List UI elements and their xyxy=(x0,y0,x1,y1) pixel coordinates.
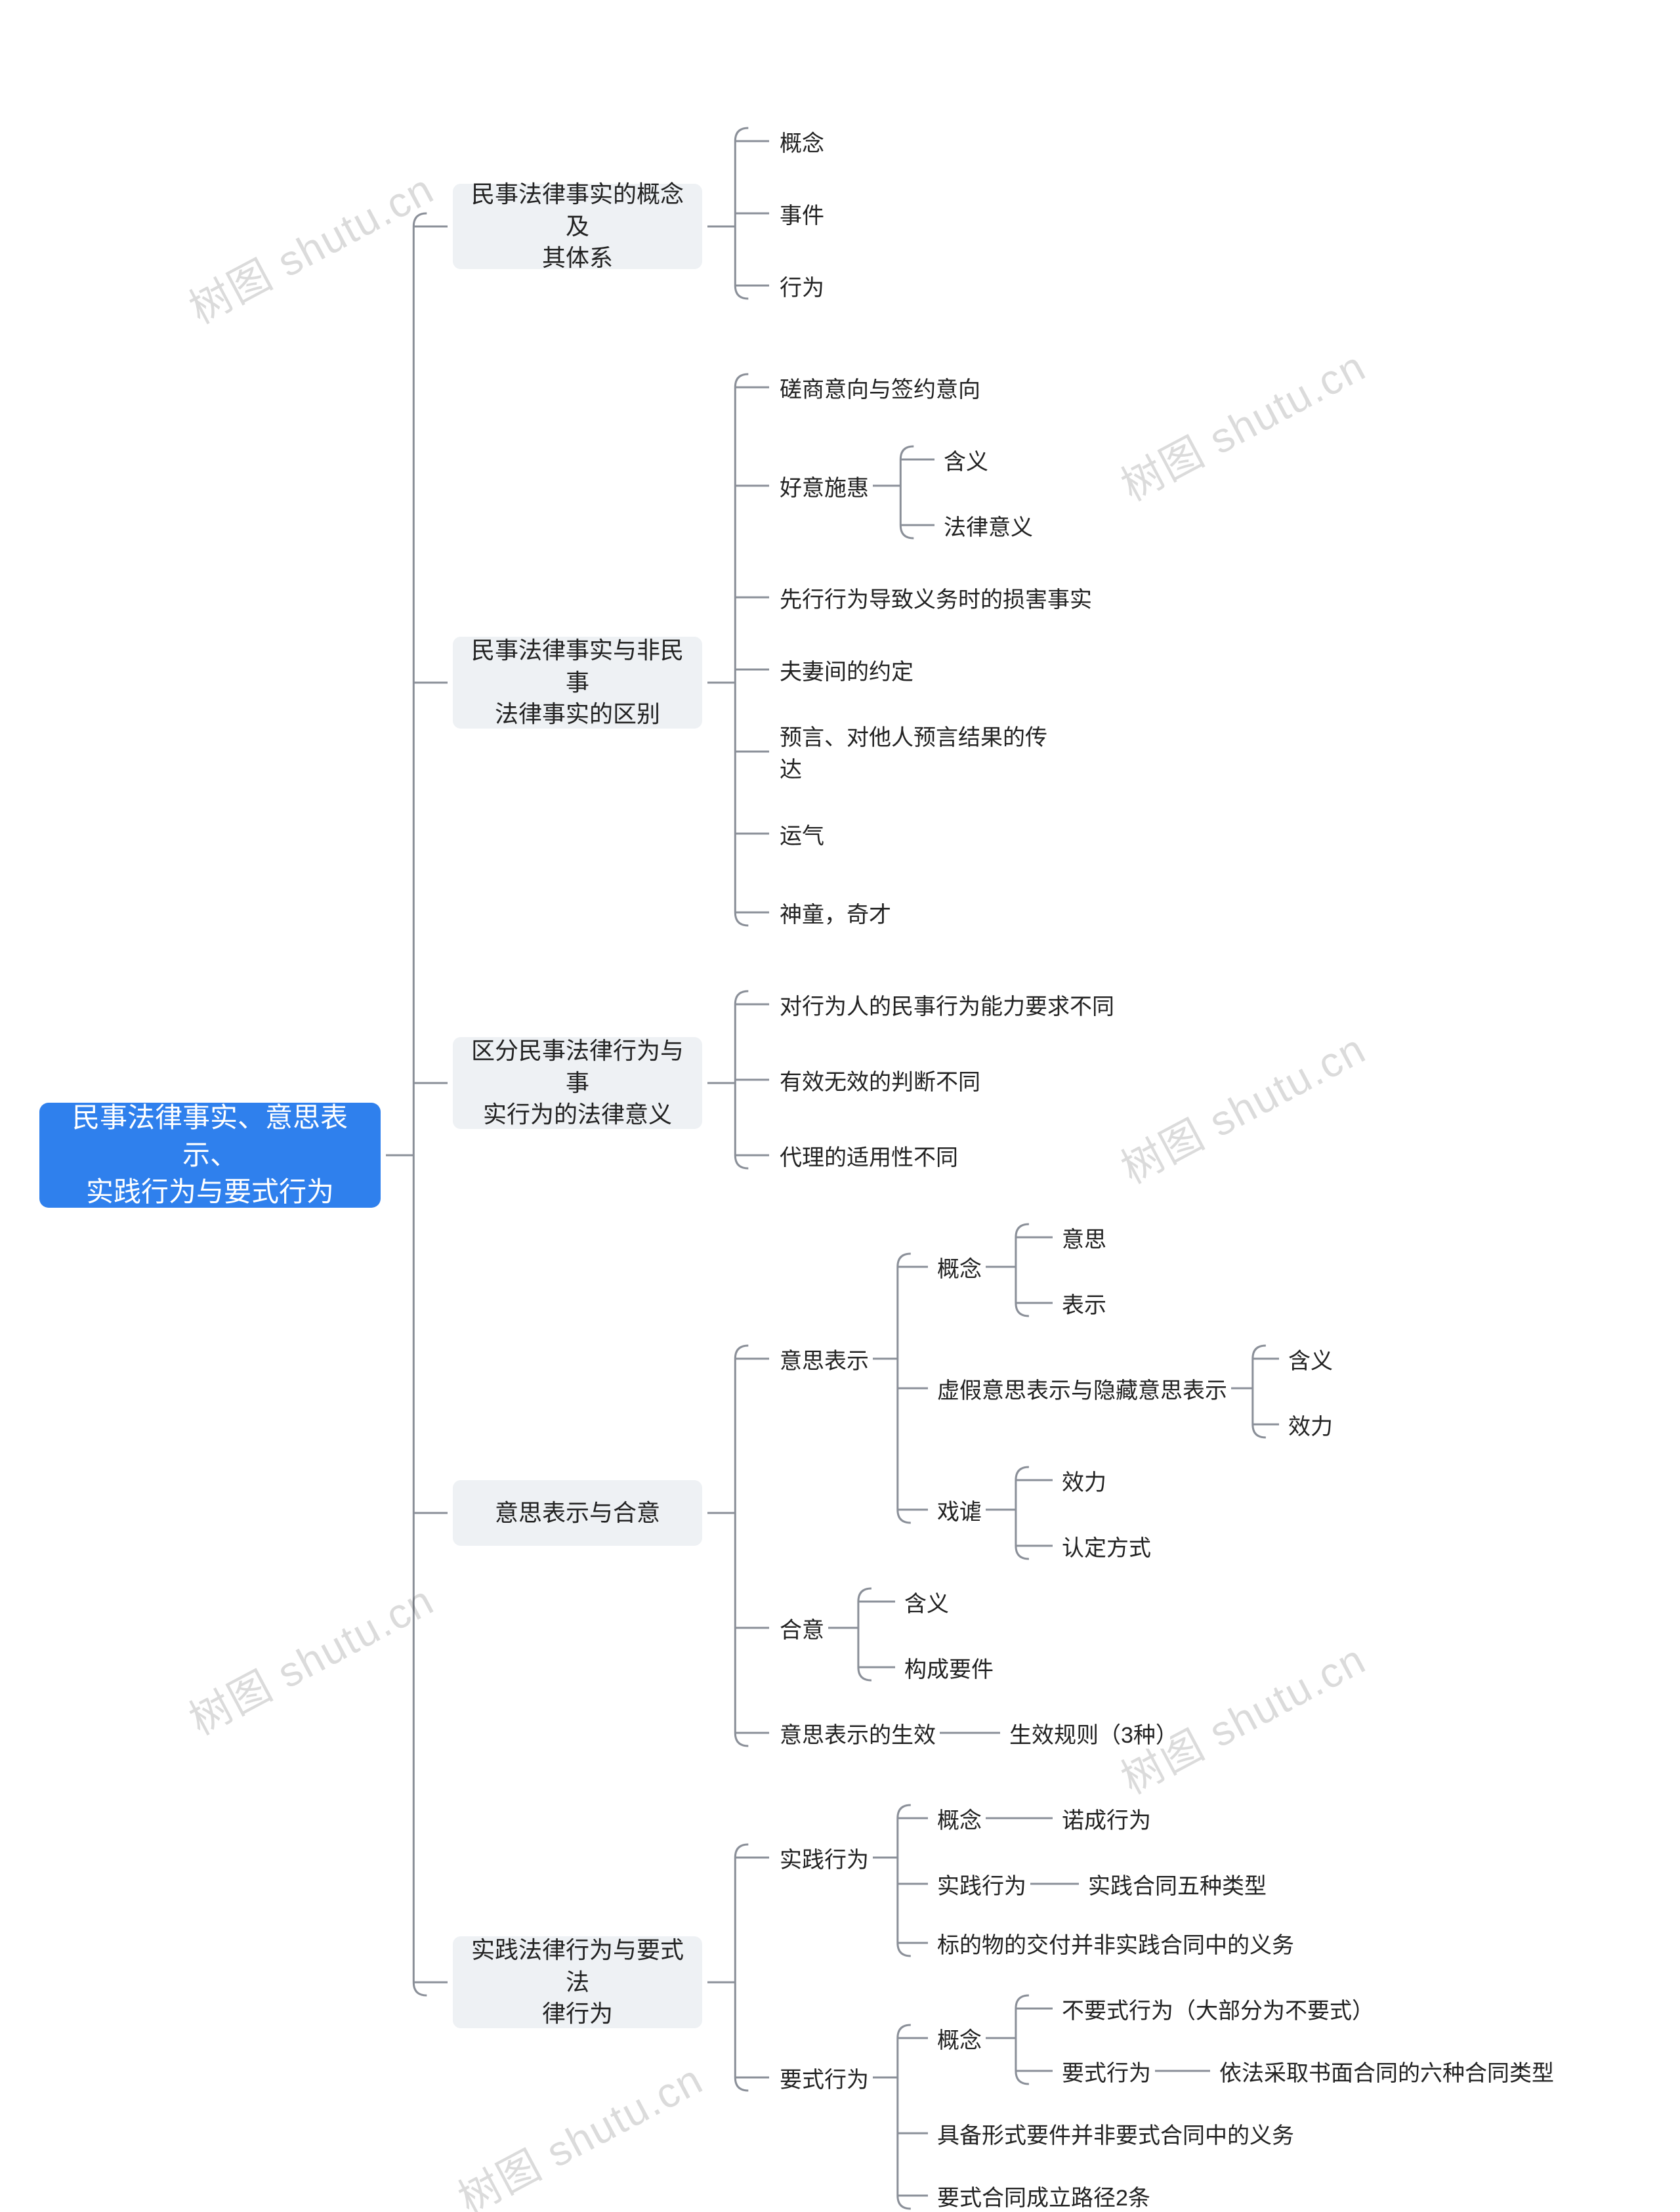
mindmap-node[interactable]: 要式合同成立路径2条 xyxy=(932,2180,1151,2211)
mindmap-node[interactable]: 含义 xyxy=(938,444,988,475)
watermark: 树图 shutu.cn xyxy=(177,156,443,336)
mindmap-node[interactable]: 概念 xyxy=(932,1251,982,1283)
mindmap-branch[interactable]: 区分民事法律行为与事实行为的法律意义 xyxy=(453,1037,702,1129)
mindmap-node[interactable]: 概念 xyxy=(932,1802,982,1834)
mindmap-node[interactable]: 实践行为 xyxy=(932,1868,1026,1900)
mindmap-node[interactable]: 对行为人的民事行为能力要求不同 xyxy=(774,989,1114,1020)
mindmap-node[interactable]: 行为 xyxy=(774,270,824,301)
mindmap-branch[interactable]: 意思表示与合意 xyxy=(453,1480,702,1546)
mindmap-node[interactable]: 先行行为导致义务时的损害事实 xyxy=(774,582,1092,613)
mindmap-node[interactable]: 实践合同五种类型 xyxy=(1083,1868,1267,1900)
mindmap-node[interactable]: 要式行为 xyxy=(1057,2055,1151,2087)
mindmap-node[interactable]: 构成要件 xyxy=(899,1651,994,1683)
mindmap-node[interactable]: 有效无效的判断不同 xyxy=(774,1064,980,1095)
mindmap-node[interactable]: 要式行为 xyxy=(774,2062,869,2093)
mindmap-node[interactable]: 合意 xyxy=(774,1612,824,1644)
mindmap-node[interactable]: 表示 xyxy=(1057,1287,1106,1319)
mindmap-node[interactable]: 神童，奇才 xyxy=(774,897,891,928)
mindmap-node[interactable]: 意思表示 xyxy=(774,1343,869,1374)
mindmap-node[interactable]: 预言、对他人预言结果的传达 xyxy=(774,736,1065,767)
mindmap-node[interactable]: 诺成行为 xyxy=(1057,1802,1151,1834)
mindmap-node[interactable]: 意思 xyxy=(1057,1222,1106,1253)
mindmap-node[interactable]: 概念 xyxy=(774,125,824,157)
mindmap-node[interactable]: 夫妻间的约定 xyxy=(774,654,914,685)
mindmap-node[interactable]: 代理的适用性不同 xyxy=(774,1139,958,1171)
mindmap-node[interactable]: 含义 xyxy=(1283,1343,1333,1374)
root-node[interactable]: 民事法律事实、意思表示、实践行为与要式行为 xyxy=(39,1103,381,1208)
mindmap-node[interactable]: 磋商意向与签约意向 xyxy=(774,372,980,403)
mindmap-node[interactable]: 实践行为 xyxy=(774,1842,869,1873)
mindmap-node[interactable]: 具备形式要件并非要式合同中的义务 xyxy=(932,2117,1294,2149)
mindmap-node[interactable]: 虚假意思表示与隐藏意思表示 xyxy=(932,1372,1227,1404)
mindmap-node[interactable]: 意思表示的生效 xyxy=(774,1717,936,1749)
watermark: 树图 shutu.cn xyxy=(1109,1016,1375,1196)
mindmap-node[interactable]: 运气 xyxy=(774,818,824,849)
mindmap-node[interactable]: 标的物的交付并非实践合同中的义务 xyxy=(932,1927,1294,1959)
watermark: 树图 shutu.cn xyxy=(446,2047,712,2212)
watermark: 树图 shutu.cn xyxy=(1109,333,1375,513)
mindmap-node[interactable]: 概念 xyxy=(932,2022,982,2054)
mindmap-node[interactable]: 生效规则（3种） xyxy=(1004,1717,1170,1749)
mindmap-node[interactable]: 认定方式 xyxy=(1057,1530,1151,1562)
mindmap-node[interactable]: 戏谑 xyxy=(932,1494,982,1525)
mindmap-node[interactable]: 依法采取书面合同的六种合同类型 xyxy=(1214,2055,1554,2087)
watermark: 树图 shutu.cn xyxy=(177,1567,443,1747)
mindmap-branch[interactable]: 民事法律事实的概念及其体系 xyxy=(453,184,702,269)
mindmap-node[interactable]: 不要式行为（大部分为不要式） xyxy=(1057,1993,1365,2024)
mindmap-node[interactable]: 好意施惠 xyxy=(774,470,869,501)
mindmap-node[interactable]: 法律意义 xyxy=(938,509,1033,541)
mindmap-branch[interactable]: 实践法律行为与要式法律行为 xyxy=(453,1936,702,2028)
mindmap-node[interactable]: 效力 xyxy=(1057,1464,1106,1496)
watermark: 树图 shutu.cn xyxy=(1109,1627,1375,1806)
mindmap-node[interactable]: 含义 xyxy=(899,1586,949,1617)
mindmap-branch[interactable]: 民事法律事实与非民事法律事实的区别 xyxy=(453,637,702,729)
mindmap-node[interactable]: 效力 xyxy=(1283,1409,1333,1440)
mindmap-canvas: 树图 shutu.cn 树图 shutu.cn 树图 shutu.cn 树图 shut… xyxy=(0,0,1680,2212)
mindmap-node[interactable]: 事件 xyxy=(774,198,824,229)
